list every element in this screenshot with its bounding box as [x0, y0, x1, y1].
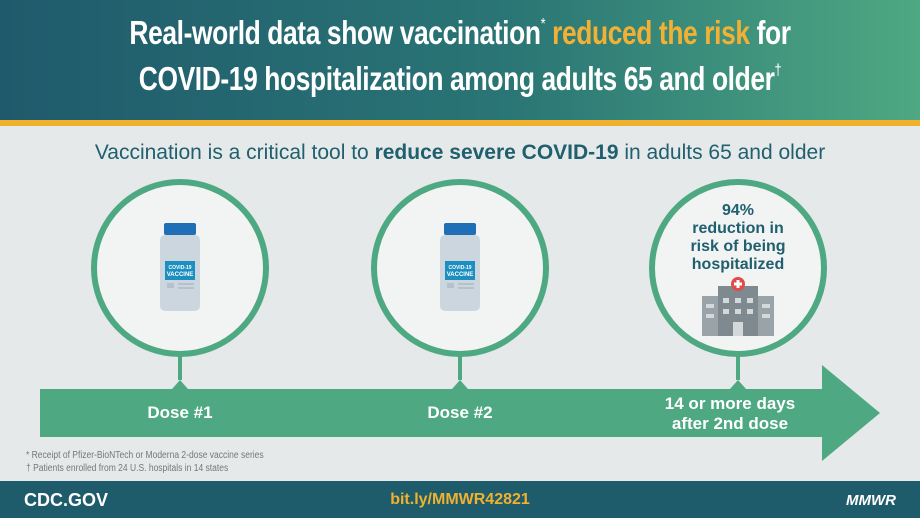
cdc-link[interactable]: CDC.GOV [24, 490, 109, 510]
vaccine-vial-icon: COVID-19 VACCINE [160, 223, 200, 311]
timeline-arrow [40, 365, 880, 461]
result-circle [649, 179, 827, 389]
header-banner: Real-world data show vaccination* reduce… [0, 0, 920, 120]
svg-text:VACCINE: VACCINE [167, 272, 194, 278]
subtitle: Vaccination is a critical tool to reduce… [94, 141, 826, 164]
step-label-dose-2: Dose #2 [427, 403, 493, 422]
short-link[interactable]: bit.ly/MMWR42821 [390, 491, 530, 508]
title-line-1: Real-world data show vaccination* reduce… [129, 14, 791, 51]
hospital-icon [702, 277, 774, 336]
footnote-2: † Patients enrolled from 24 U.S. hospita… [26, 463, 229, 474]
vial-label: COVID-19 [448, 265, 471, 271]
step-label-dose-1: Dose #1 [147, 403, 213, 422]
result-text: 94% reduction in risk of being hospitalized [690, 202, 786, 273]
mmwr-logo: MMWR [846, 492, 896, 509]
footnote-1: * Receipt of Pfizer-BioNTech or Moderna … [26, 450, 264, 461]
svg-text:VACCINE: VACCINE [447, 272, 474, 278]
step-label-final: 14 or more days after 2nd dose [664, 394, 796, 433]
vial-label: COVID-19 [168, 265, 191, 271]
title-line-2: COVID-19 hospitalization among adults 65… [138, 60, 782, 97]
vaccine-vial-icon: COVID-19 VACCINE [440, 223, 480, 311]
divider [0, 120, 920, 126]
footer: CDC.GOV bit.ly/MMWR42821 MMWR [0, 481, 920, 518]
